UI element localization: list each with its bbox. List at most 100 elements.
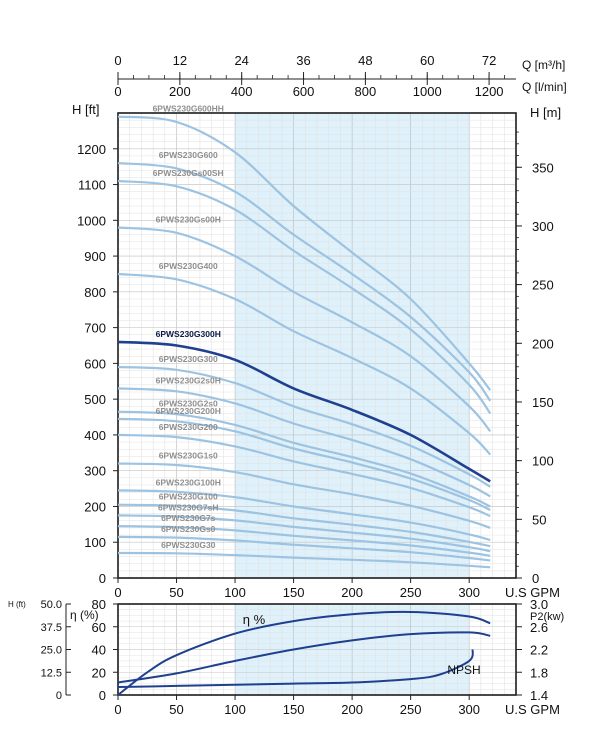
series-label-6pws230g200: 6PWS230G200 (159, 422, 218, 432)
x-tick-label: 250 (400, 585, 422, 600)
top-lmin-tick-label: 400 (231, 84, 253, 99)
series-label-6pws230g30: 6PWS230G30 (161, 540, 216, 550)
lower-x-tick-label: 200 (341, 702, 363, 717)
y-left-tick-label: 0 (99, 571, 106, 586)
series-line-6pws230g600hh (117, 115, 492, 391)
series-label-6pws230gs00h: 6PWS230Gs00H (156, 214, 221, 224)
lower-series-p2 (117, 631, 491, 684)
series-label-6pws230g100: 6PWS230G100 (159, 492, 218, 502)
p2-tick-label: 2.6 (530, 620, 548, 635)
x-axis-label: U.S GPM (505, 585, 560, 600)
y-right-tick-label: 350 (532, 160, 554, 175)
eff-tick-label: 60 (92, 620, 106, 635)
top-m3h-tick-label: 72 (482, 53, 496, 68)
series-label-6pws230g600hh: 6PWS230G600HH (153, 104, 224, 114)
y-right-tick-label: 0 (532, 571, 539, 586)
x-tick-label: 200 (341, 585, 363, 600)
main-frame-top (117, 112, 517, 579)
series-line-6pws230g2s0h (117, 387, 491, 498)
y-left-tick-label: 600 (84, 356, 106, 371)
p2-tick-label: 3.0 (530, 597, 548, 612)
top-m3h-tick-label: 36 (296, 53, 310, 68)
series-label-6pws230g2s0h: 6PWS230G2s0H (156, 375, 221, 385)
eff-tick-label: 20 (92, 665, 106, 680)
y-left-tick-label: 200 (84, 499, 106, 514)
series-label-6pws230g7sh: 6PWS230G7sH (158, 502, 218, 512)
y-right-axis-label: H [m] (530, 105, 561, 120)
top-m3h-tick-label: 0 (114, 53, 121, 68)
series-line-6pws230g600 (117, 162, 492, 402)
p2-axis-label: P2(kw) (530, 611, 564, 623)
y-left-tick-label: 100 (84, 535, 106, 550)
y-right-tick-label: 300 (532, 219, 554, 234)
eff-tick-label: 80 (92, 597, 106, 612)
eff-tick-label: 0 (99, 688, 106, 703)
top-lmin-tick-label: 200 (169, 84, 191, 99)
lower-x-tick-label: 250 (400, 702, 422, 717)
x-tick-label: 150 (283, 585, 305, 600)
y-left-tick-label: 1100 (78, 178, 106, 193)
npsh-tick-label: 25.0 (41, 645, 62, 657)
y-left-tick-label: 400 (84, 428, 106, 443)
series-line-6pws230g200h (117, 417, 491, 512)
eff-curve-label: η % (243, 612, 266, 627)
p2-tick-label: 2.2 (530, 643, 548, 658)
series-line-6pws230gs00h (117, 226, 492, 433)
npsh-tick-label: 37.5 (41, 622, 62, 634)
series-label-6pws230g200h: 6PWS230G200H (156, 406, 221, 416)
top-m3h-tick-label: 24 (234, 53, 248, 68)
top-lmin-tick-label: 0 (114, 84, 121, 99)
series-line-6pws230gs0 (117, 535, 491, 562)
eff-tick-label: 40 (92, 643, 106, 658)
series-line-6pws230g7sh (117, 514, 491, 553)
series-label-6pws230g7s: 6PWS230G7s (161, 513, 216, 523)
x-tick-label: 300 (458, 585, 480, 600)
y-left-tick-label: 500 (84, 392, 106, 407)
top-lmin-axis-label: Q [l/min] (522, 80, 567, 94)
npsh-curve-label: NPSH (447, 663, 480, 677)
top-lmin-tick-label: 1200 (475, 84, 504, 99)
y-left-tick-label: 1000 (77, 213, 106, 228)
lower-x-tick-label: 100 (224, 702, 246, 717)
p2-tick-label: 1.8 (530, 665, 548, 680)
p2-tick-label: 1.4 (530, 688, 548, 703)
series-label-6pws230g100h: 6PWS230G100H (156, 477, 221, 487)
series-label-6pws230gs00sh: 6PWS230Gs00SH (153, 168, 224, 178)
y-right-tick-label: 150 (532, 395, 554, 410)
top-m3h-tick-label: 12 (173, 53, 187, 68)
y-left-tick-label: 900 (84, 249, 106, 264)
y-left-tick-label: 300 (84, 464, 106, 479)
top-m3h-tick-label: 48 (358, 53, 372, 68)
series-line-6pws230g300 (117, 365, 491, 488)
y-right-tick-label: 50 (532, 512, 546, 527)
top-lmin-tick-label: 800 (355, 84, 377, 99)
lower-x-tick-label: 0 (114, 702, 121, 717)
y-right-tick-label: 200 (532, 336, 554, 351)
top-m3h-tick-label: 60 (420, 53, 434, 68)
lower-x-tick-label: 50 (169, 702, 183, 717)
series-label-6pws230g300: 6PWS230G300 (159, 354, 218, 364)
x-tick-label: 100 (224, 585, 246, 600)
series-line-6pws230g200 (117, 433, 491, 518)
y-left-tick-label: 800 (84, 285, 106, 300)
npsh-tick-label: 12.5 (41, 667, 62, 679)
series-line-6pws230g100 (117, 503, 491, 548)
npsh-tick-label: 50.0 (41, 599, 62, 611)
lower-series-- (117, 610, 491, 696)
series-label-6pws230g300h: 6PWS230G300H (156, 329, 221, 339)
series-line-6pws230gs00sh (117, 179, 492, 415)
top-lmin-tick-label: 600 (293, 84, 315, 99)
x-tick-label: 0 (114, 585, 121, 600)
npsh-axis-label: H (ft) (8, 600, 26, 609)
x-tick-label: 50 (169, 585, 183, 600)
series-line-6pws230g30 (117, 551, 491, 569)
npsh-tick-label: 0 (56, 690, 62, 702)
series-line-6pws230g7s (117, 525, 491, 557)
y-left-tick-label: 700 (84, 321, 106, 336)
lower-x-tick-label: 150 (283, 702, 305, 717)
series-label-6pws230g2s0: 6PWS230G2s0 (159, 399, 218, 409)
lower-series-npsh (117, 649, 474, 688)
lower-x-axis-label: U.S GPM (505, 702, 560, 717)
